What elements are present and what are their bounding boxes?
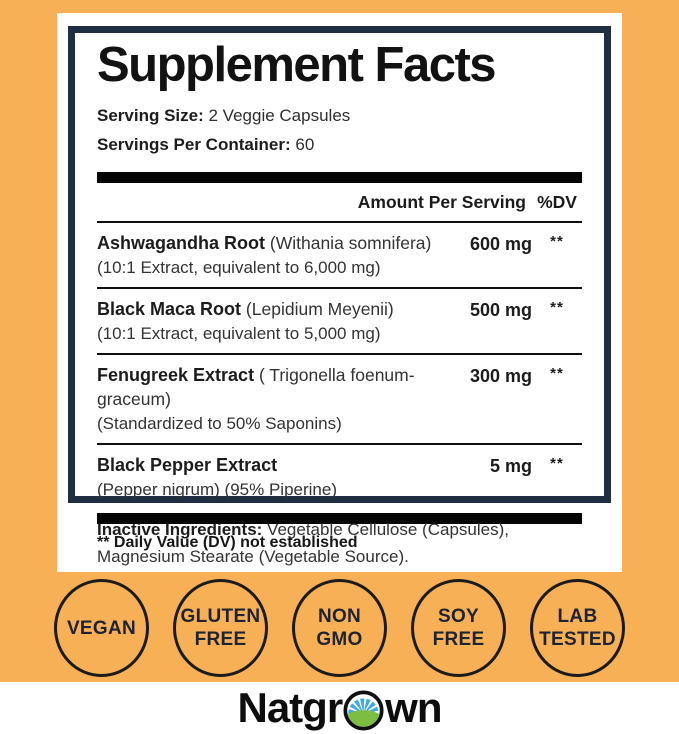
sunrise-logo-icon (343, 689, 384, 731)
divider-row (97, 352, 582, 355)
inactive-ingredients: Inactive Ingredients: Vegetable Cellulos… (97, 516, 592, 570)
badge-row: VEGAN GLUTEN FREE NON GMO SOY FREE LAB TESTE… (0, 579, 679, 677)
ingredient-detail: (10:1 Extract, equivalent to 5,000 mg) (97, 323, 381, 343)
ingredient-detail: (Pepper nigrum) (95% Piperine) (97, 479, 337, 499)
ingredient-amount: 500 mg (469, 299, 532, 320)
ingredient-name: Black Maca Root (97, 298, 242, 319)
divider-thick-top (97, 171, 582, 183)
ingredient-name: Ashwagandha Root (97, 232, 266, 253)
table-row: Fenugreek Extract ( Trigonella foenum-gr… (97, 355, 582, 443)
table-row: Black Maca Root (Lepidium Meyenii) (10:1… (97, 289, 582, 353)
ingredient-name: Black Pepper Extract (97, 454, 278, 475)
serving-size-value: 2 Veggie Capsules (208, 105, 351, 125)
supplement-facts-box: Supplement Facts Serving Size: 2 Veggie … (68, 26, 611, 551)
serving-size-line: Serving Size: 2 Veggie Capsules (97, 101, 582, 130)
badge-soy-free: SOY FREE (411, 579, 506, 677)
divider-thick-bottom (97, 512, 582, 524)
ingredient-name: Fenugreek Extract (97, 364, 255, 385)
table-row: Ashwagandha Root (Withania somnifera) (1… (97, 223, 582, 287)
ingredient-amount: 600 mg (469, 233, 532, 254)
divider-row (97, 442, 582, 445)
ingredient-dv: ** (550, 454, 564, 472)
ingredient-dv: ** (550, 364, 564, 382)
serving-size-label: Serving Size: (97, 105, 204, 125)
col-amount-per-serving: Amount Per Serving (357, 191, 526, 212)
columns-header: Amount Per Serving %DV (97, 183, 582, 221)
brand-prefix: Natgr (237, 684, 343, 731)
divider-header (97, 220, 582, 223)
brand-logo: Natgr wn (237, 684, 443, 731)
inactive-ingredients-label: Inactive Ingredients: (97, 520, 263, 539)
badge-vegan: VEGAN (54, 579, 149, 677)
supplement-panel: Supplement Facts Serving Size: 2 Veggie … (57, 13, 622, 572)
ingredient-sci: (Withania somnifera) (269, 232, 432, 253)
inactive-ingredients-text: Vegetable Cellulose (Capsules), Magnesiu… (97, 520, 509, 566)
servings-label: Servings Per Container: (97, 134, 291, 154)
serving-info: Serving Size: 2 Veggie Capsules Servings… (97, 101, 582, 159)
ingredient-detail: (Standardized to 50% Saponins) (97, 413, 342, 433)
servings-per-container-line: Servings Per Container: 60 (97, 130, 582, 159)
ingredient-dv: ** (550, 232, 564, 250)
ingredient-amount: 300 mg (469, 365, 532, 386)
ingredient-detail: (10:1 Extract, equivalent to 6,000 mg) (97, 257, 381, 277)
badge-gluten-free: GLUTEN FREE (173, 579, 268, 677)
ingredient-sci: (Lepidium Meyenii) (245, 298, 394, 319)
col-dv: %DV (537, 191, 577, 212)
servings-value: 60 (295, 134, 315, 154)
brand-suffix: wn (385, 684, 442, 731)
table-row: Black Pepper Extract (Pepper nigrum) (95… (97, 445, 582, 509)
badge-lab-tested: LAB TESTED (530, 579, 625, 677)
facts-title: Supplement Facts (97, 38, 497, 92)
ingredient-amount: 5 mg (489, 455, 532, 476)
dv-footnote: ** Daily Value (DV) not established (97, 533, 358, 551)
ingredient-dv: ** (550, 298, 564, 316)
divider-row (97, 286, 582, 289)
badge-non-gmo: NON GMO (292, 579, 387, 677)
brand-footer: Natgr wn (0, 682, 679, 734)
ingredient-sci: ( Trigonella foenum-graceum) (97, 364, 415, 409)
